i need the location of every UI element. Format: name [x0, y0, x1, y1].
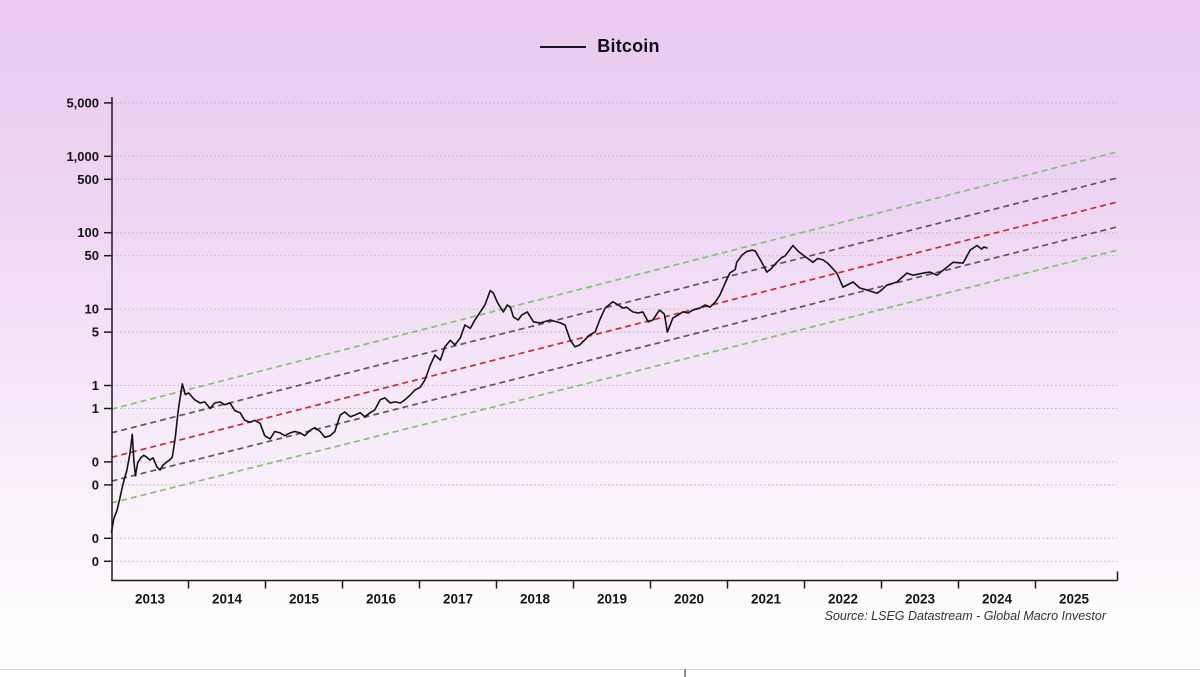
- y-tick-label: 0: [92, 477, 99, 492]
- y-tick-label: 5: [92, 325, 99, 340]
- channel-lines: [111, 151, 1118, 504]
- y-tick-label: 0: [92, 531, 99, 546]
- bitcoin-price-line: [110, 244, 988, 534]
- channel-lower-grey: [111, 226, 1118, 482]
- x-year-label: 2023: [905, 592, 936, 607]
- channel-upper-green: [111, 151, 1118, 410]
- y-tick-label: 0: [92, 554, 99, 569]
- legend: Bitcoin: [0, 36, 1200, 57]
- x-year-label: 2017: [443, 592, 473, 607]
- channel-upper-grey: [111, 177, 1118, 434]
- y-tick-label: 1: [92, 378, 99, 393]
- x-year-label: 2021: [751, 592, 782, 607]
- x-year-label: 2014: [212, 592, 243, 607]
- x-year-label: 2013: [135, 592, 166, 607]
- x-year-label: 2016: [366, 592, 397, 607]
- channel-mid-red: [111, 201, 1118, 459]
- y-tick-label: 100: [77, 225, 99, 240]
- channel-lower-green: [111, 249, 1118, 504]
- legend-label: Bitcoin: [597, 36, 660, 56]
- x-tick-labels: 2013 2014 2015 2016 2017 2018 2019 2020 2021 2022…: [135, 592, 1090, 607]
- bottom-divider: [0, 669, 1200, 670]
- x-year-label: 2025: [1059, 592, 1090, 607]
- y-tick-label: 1: [92, 401, 99, 416]
- x-year-label: 2018: [520, 592, 551, 607]
- x-year-label: 2022: [828, 592, 858, 607]
- x-year-label: 2024: [982, 592, 1013, 607]
- y-tick-label: 10: [85, 302, 99, 317]
- x-ticks: [187, 580, 1037, 589]
- bottom-divider-tick: [684, 669, 686, 677]
- legend-line-swatch-icon: [540, 45, 587, 48]
- y-tick-label: 5,000: [66, 95, 99, 110]
- y-tick-label: 500: [77, 172, 99, 187]
- y-tick-label: 1,000: [66, 149, 99, 164]
- y-gridlines: [112, 102, 1118, 562]
- x-year-label: 2019: [597, 592, 627, 607]
- source-note: Source: LSEG Datastream - Global Macro I…: [824, 609, 1106, 623]
- axes: [111, 97, 1119, 582]
- y-tick-label: 50: [85, 248, 99, 263]
- x-year-label: 2015: [289, 592, 320, 607]
- y-tick-label: 0: [92, 454, 99, 469]
- x-year-label: 2020: [674, 592, 704, 607]
